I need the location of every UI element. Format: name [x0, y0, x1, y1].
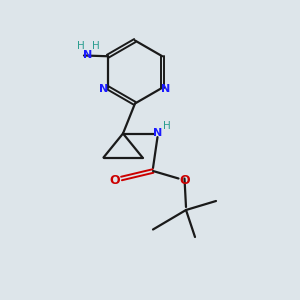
Text: H: H	[77, 41, 85, 51]
Text: N: N	[161, 84, 170, 94]
Text: N: N	[100, 84, 109, 94]
Text: N: N	[153, 128, 162, 139]
Text: H: H	[163, 121, 170, 131]
Text: O: O	[110, 173, 120, 187]
Text: N: N	[83, 50, 92, 61]
Text: O: O	[179, 173, 190, 187]
Text: H: H	[92, 41, 100, 51]
